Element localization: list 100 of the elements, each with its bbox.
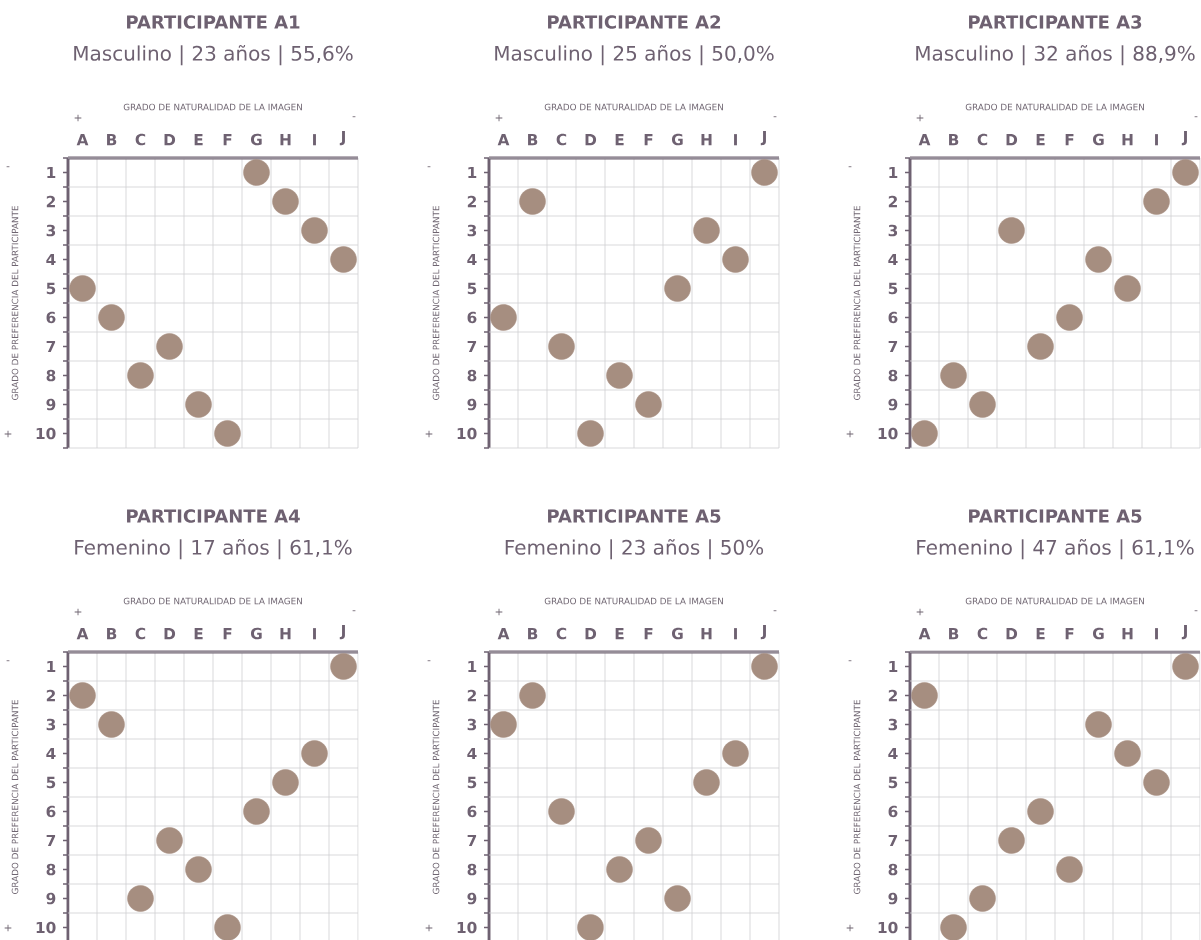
point: [751, 159, 778, 186]
y-tick-label: 6: [888, 311, 898, 324]
x-tick-label: J: [1181, 625, 1187, 640]
point: [127, 885, 154, 912]
point: [635, 391, 662, 418]
text: -: [352, 610, 356, 612]
y-tick-label: 6: [467, 805, 477, 818]
y-tick-label: 7: [888, 834, 898, 847]
x-tick-label: I: [1155, 134, 1158, 146]
y-tick-label: 1: [47, 166, 56, 179]
point: [490, 711, 517, 738]
point: [127, 362, 154, 389]
y-tick-label: 9: [467, 892, 477, 905]
x-tick-label: C: [977, 627, 988, 640]
point: [330, 246, 357, 273]
y-tick-label: 5: [888, 282, 898, 295]
y-tick-label: 4: [888, 253, 898, 266]
point: [1085, 711, 1112, 738]
y-tick-label: 8: [467, 863, 477, 876]
x-tick-label: E: [194, 134, 203, 146]
chart-title: PARTICIPANTE A5: [548, 509, 721, 523]
text: -: [6, 166, 10, 168]
x-tick-label: E: [1036, 134, 1045, 146]
x-tick-label: A: [918, 134, 931, 146]
text: -: [427, 166, 431, 168]
y-tick-label: 3: [888, 718, 898, 731]
point: [635, 827, 662, 854]
x-tick-label: C: [977, 133, 988, 146]
x-tick-label: B: [107, 628, 117, 640]
point: [301, 217, 328, 244]
y-axis-title: GRADO DE PREFERENCIA DEL PARTICIPANTE: [432, 206, 440, 400]
x-tick-label: A: [76, 134, 89, 146]
point: [998, 217, 1025, 244]
x-tick-label: I: [313, 628, 316, 640]
text: +: [4, 924, 12, 932]
x-tick-label: H: [701, 628, 712, 640]
point: [98, 304, 125, 331]
y-tick-label: 1: [47, 660, 56, 673]
text: -: [6, 660, 10, 662]
point: [606, 856, 633, 883]
y-tick-label: 7: [467, 340, 477, 353]
point: [519, 188, 546, 215]
y-tick-label: 9: [467, 398, 477, 411]
point: [751, 653, 778, 680]
point: [911, 420, 938, 447]
y-tick-label: 2: [888, 689, 897, 702]
x-tick-label: D: [164, 628, 176, 640]
point: [548, 798, 575, 825]
chart-subtitle: Masculino | 32 años | 88,9%: [916, 45, 1195, 66]
x-tick-label: G: [250, 133, 262, 146]
text: -: [352, 116, 356, 118]
x-tick-label: H: [280, 628, 291, 640]
x-axis-title: GRADO DE NATURALIDAD DE LA IMAGEN: [544, 597, 723, 605]
point: [490, 304, 517, 331]
point: [722, 740, 749, 767]
text: +: [846, 924, 854, 932]
y-tick-label: 6: [467, 311, 477, 324]
y-tick-label: 10: [878, 427, 898, 440]
x-tick-label: J: [760, 131, 766, 146]
x-tick-label: I: [734, 628, 737, 640]
x-tick-label: G: [671, 133, 683, 146]
point: [693, 769, 720, 796]
point: [969, 391, 996, 418]
y-tick-label: 7: [467, 834, 477, 847]
y-tick-label: 2: [888, 195, 897, 208]
point: [693, 217, 720, 244]
point: [156, 827, 183, 854]
x-axis-title: GRADO DE NATURALIDAD DE LA IMAGEN: [544, 103, 723, 111]
text: +: [916, 114, 924, 122]
point: [722, 246, 749, 273]
point: [1114, 275, 1141, 302]
x-tick-label: G: [1092, 133, 1104, 146]
y-tick-label: 8: [46, 863, 56, 876]
point: [1114, 740, 1141, 767]
text: -: [848, 166, 852, 168]
text: +: [4, 430, 12, 438]
x-tick-label: B: [949, 134, 959, 146]
x-tick-label: G: [671, 627, 683, 640]
point: [1085, 246, 1112, 273]
point: [69, 275, 96, 302]
text: +: [74, 114, 82, 122]
text: +: [916, 608, 924, 616]
y-tick-label: 2: [467, 195, 476, 208]
text: -: [427, 660, 431, 662]
y-tick-label: 5: [46, 776, 56, 789]
point: [606, 362, 633, 389]
chart-title: PARTICIPANTE A2: [548, 15, 721, 29]
y-tick-label: 8: [467, 369, 477, 382]
x-tick-label: B: [107, 134, 117, 146]
y-tick-label: 6: [46, 311, 56, 324]
y-tick-label: 9: [46, 892, 56, 905]
chart-subtitle: Femenino | 47 años | 61,1%: [917, 539, 1194, 560]
x-axis-title: GRADO DE NATURALIDAD DE LA IMAGEN: [123, 597, 302, 605]
y-tick-label: 10: [36, 921, 56, 934]
y-tick-label: 7: [46, 340, 56, 353]
text: -: [773, 116, 777, 118]
point: [1027, 333, 1054, 360]
text: +: [495, 608, 503, 616]
x-tick-label: I: [1155, 628, 1158, 640]
point: [548, 333, 575, 360]
